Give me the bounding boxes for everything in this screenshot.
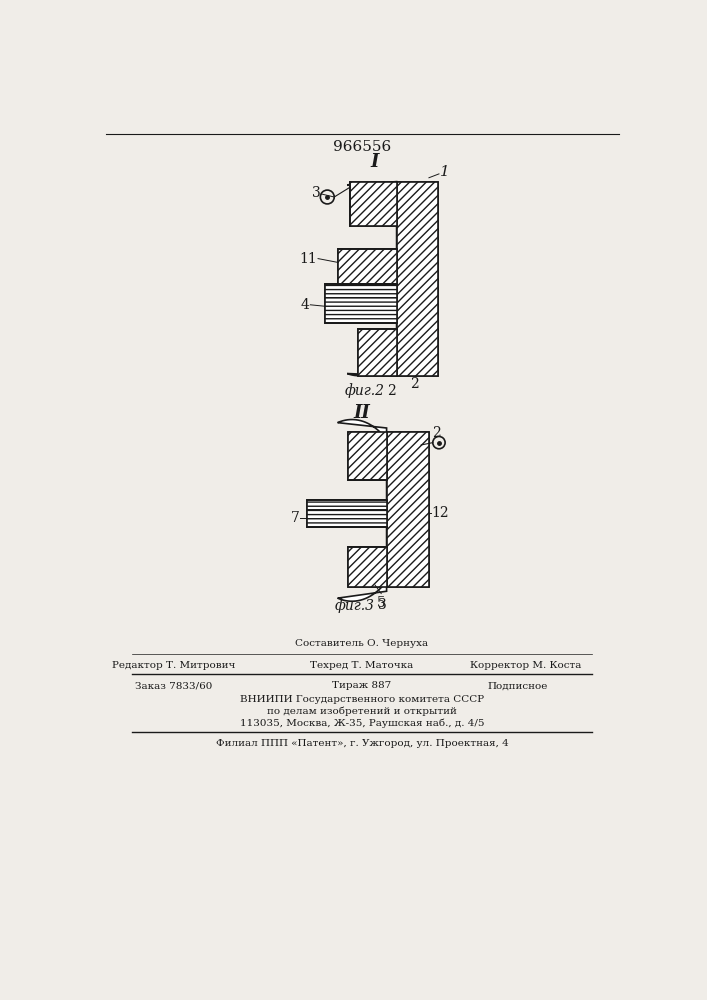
Text: по делам изобретений и открытий: по делам изобретений и открытий	[267, 707, 457, 716]
Text: 2: 2	[409, 377, 419, 391]
Text: Подписное: Подписное	[487, 681, 548, 690]
Text: II: II	[354, 404, 370, 422]
Text: ВНИИПИ Государственного комитета СССР: ВНИИПИ Государственного комитета СССР	[240, 695, 484, 704]
Polygon shape	[351, 182, 397, 226]
Polygon shape	[347, 182, 411, 376]
Text: Составитель О. Чернуха: Составитель О. Чернуха	[296, 639, 428, 648]
Polygon shape	[397, 182, 438, 376]
Text: фиг.3: фиг.3	[335, 598, 375, 613]
Polygon shape	[397, 182, 438, 376]
Text: 12: 12	[431, 506, 449, 520]
Text: Корректор М. Коста: Корректор М. Коста	[469, 661, 581, 670]
Polygon shape	[308, 500, 387, 527]
Polygon shape	[338, 420, 407, 601]
Text: 113035, Москва, Ж-35, Раушская наб., д. 4/5: 113035, Москва, Ж-35, Раушская наб., д. …	[240, 719, 484, 728]
Text: Заказ 7833/60: Заказ 7833/60	[134, 681, 212, 690]
Polygon shape	[387, 432, 429, 587]
Polygon shape	[308, 500, 387, 527]
Text: 4: 4	[300, 298, 310, 312]
Polygon shape	[325, 284, 397, 323]
Text: 2: 2	[387, 384, 396, 398]
Polygon shape	[348, 547, 387, 587]
Polygon shape	[348, 432, 387, 480]
Polygon shape	[338, 249, 397, 284]
Text: фиг.2: фиг.2	[344, 384, 384, 398]
Text: 966556: 966556	[333, 140, 391, 154]
Text: 1: 1	[440, 165, 450, 179]
Text: 7: 7	[291, 511, 300, 525]
Text: 11: 11	[300, 252, 317, 266]
Polygon shape	[325, 284, 397, 323]
Polygon shape	[358, 329, 397, 376]
Text: 5: 5	[377, 596, 385, 610]
Text: 3: 3	[312, 186, 320, 200]
Text: I: I	[371, 153, 379, 171]
Text: Техред Т. Маточка: Техред Т. Маточка	[310, 661, 414, 670]
Text: Тираж 887: Тираж 887	[332, 681, 392, 690]
Text: 3: 3	[378, 598, 387, 612]
Polygon shape	[358, 329, 397, 376]
Polygon shape	[348, 547, 387, 587]
Text: Редактор Т. Митрович: Редактор Т. Митрович	[112, 661, 235, 670]
Text: Филиал ППП «Патент», г. Ужгород, ул. Проектная, 4: Филиал ППП «Патент», г. Ужгород, ул. Про…	[216, 739, 508, 748]
Text: 2: 2	[432, 426, 440, 440]
Polygon shape	[338, 249, 397, 284]
Polygon shape	[387, 432, 429, 587]
Polygon shape	[351, 182, 397, 226]
Polygon shape	[348, 432, 387, 480]
